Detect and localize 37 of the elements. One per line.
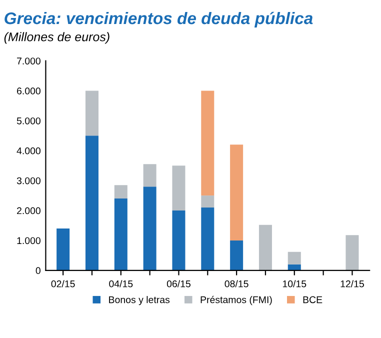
y-tick-label: 2.000	[17, 207, 40, 214]
x-tick-label: 04/15	[109, 280, 133, 288]
bar	[143, 164, 156, 187]
y-tick-label: 6.000	[17, 88, 40, 94]
bar	[172, 166, 186, 211]
bar	[85, 136, 98, 270]
y-tick-label: 5.000	[16, 117, 40, 124]
x-tick-label: 12/15	[340, 280, 364, 288]
bar	[288, 264, 301, 270]
bar	[201, 196, 214, 208]
legend-label: BCE	[303, 296, 322, 304]
chart-title: Grecia: vencimientos de deuda pública	[4, 12, 313, 28]
y-tick-label: 7.000	[17, 58, 40, 64]
bar	[346, 235, 359, 270]
x-tick-label: 02/15	[51, 280, 75, 288]
bar	[288, 252, 301, 264]
bar	[114, 198, 128, 270]
y-tick-label: 1.000	[17, 237, 40, 244]
bar	[201, 90, 214, 196]
bar	[56, 228, 70, 270]
x-tick-label: 10/15	[282, 280, 306, 288]
y-tick-label: 4.000	[16, 147, 40, 154]
x-tick-label: 08/15	[224, 280, 248, 288]
y-tick-label: 0	[36, 267, 40, 274]
chart-subtitle: (Millones de euros)	[4, 32, 110, 44]
bar	[143, 186, 156, 270]
legend-label: Bonos y letras	[109, 296, 170, 306]
legend-label: Préstamos (FMI)	[200, 296, 272, 306]
y-tick-label: 3.000	[16, 177, 40, 184]
bar	[114, 185, 128, 199]
bar	[230, 144, 244, 240]
bar	[201, 208, 214, 270]
bar	[230, 240, 244, 270]
bar	[172, 210, 186, 270]
x-tick-label: 06/15	[166, 280, 190, 288]
bar	[258, 224, 272, 270]
bar	[85, 90, 98, 136]
